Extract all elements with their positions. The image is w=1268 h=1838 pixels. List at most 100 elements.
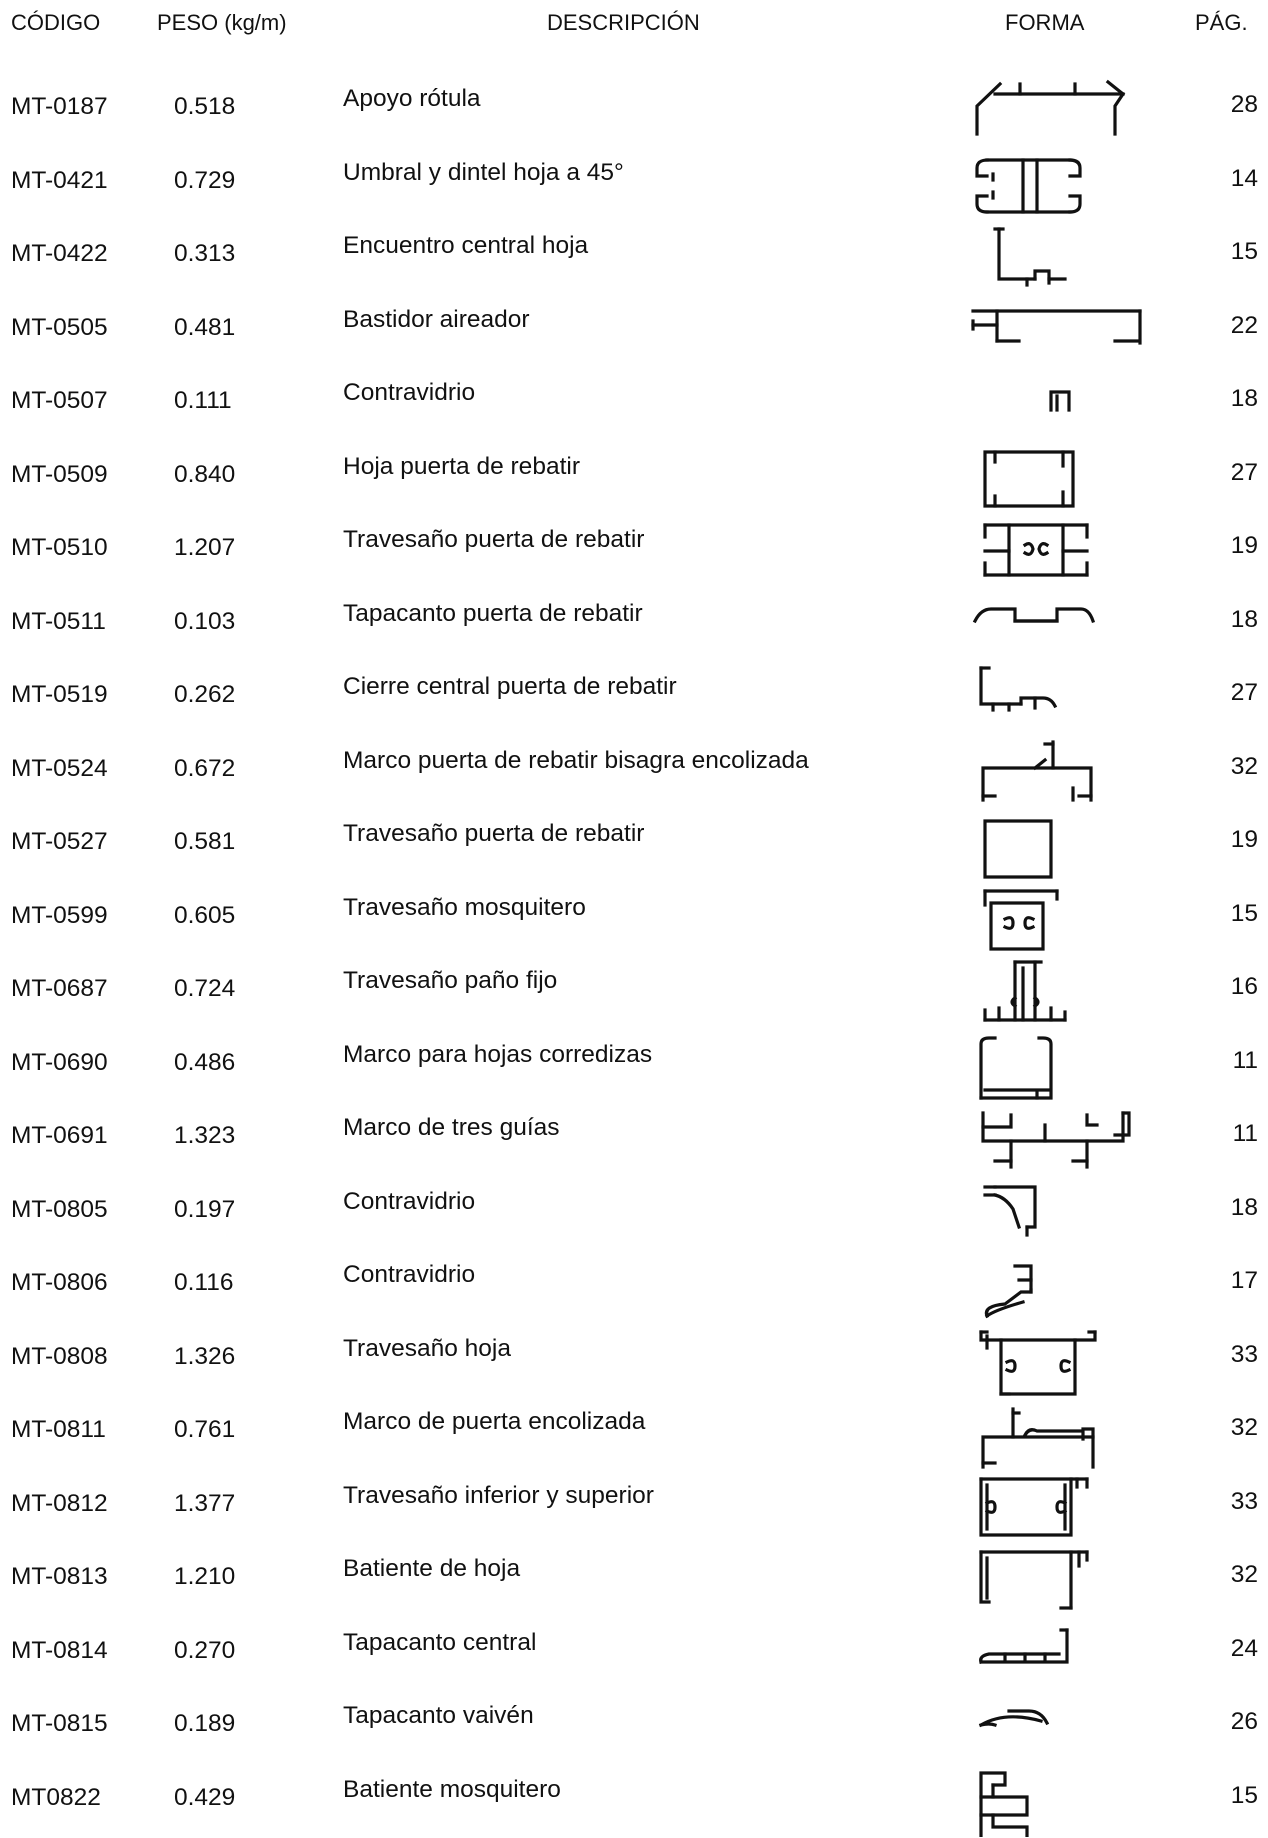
row-pagina: 27 <box>1230 679 1258 706</box>
table-row: MT-0527 0.581 Travesaño puerta de rebatir 1… <box>0 809 1268 882</box>
column-header-peso: PESO (kg/m) <box>157 10 287 35</box>
row-codigo: MT-0687 <box>11 975 108 1002</box>
row-codigo: MT-0510 <box>11 534 108 561</box>
marco-corredizas-profile-icon <box>965 1032 1165 1102</box>
row-codigo: MT-0507 <box>11 387 108 414</box>
row-peso: 1.207 <box>174 534 236 561</box>
row-descripcion: Tapacanto vaivén <box>343 1702 534 1729</box>
apoyo-rotula-profile-icon <box>965 76 1165 146</box>
row-descripcion: Batiente de hoja <box>343 1555 521 1582</box>
row-pagina: 18 <box>1230 605 1258 633</box>
row-descripcion: Marco de puerta encolizada <box>343 1408 646 1435</box>
row-peso: 0.605 <box>174 901 236 929</box>
column-header-codigo: CÓDIGO <box>11 10 101 35</box>
row-descripcion: Travesaño inferior y superior <box>343 1481 654 1509</box>
column-header-descripcion: DESCRIPCIÓN <box>547 10 700 35</box>
row-pagina: 18 <box>1230 1193 1258 1221</box>
row-descripcion: Contravidrio <box>343 1187 476 1215</box>
row-codigo: MT-0422 <box>11 240 108 267</box>
contravidrio-hook-profile-icon <box>965 1252 1165 1322</box>
row-pagina: 11 <box>1232 1046 1258 1074</box>
table-row: MT-0691 1.323 Marco de tres guías 11 <box>0 1103 1268 1176</box>
row-peso: 0.724 <box>174 975 236 1002</box>
row-codigo: MT-0509 <box>11 460 108 488</box>
table-row: MT-0505 0.481 Bastidor aireador 22 <box>0 295 1268 368</box>
row-peso: 0.103 <box>174 607 236 635</box>
row-descripcion: Cierre central puerta de rebatir <box>343 673 677 700</box>
column-header-pag: PÁG. <box>1195 10 1248 35</box>
row-descripcion: Travesaño puerta de rebatir <box>343 526 645 553</box>
row-pagina: 32 <box>1230 1561 1258 1588</box>
table-row: MT-0812 1.377 Travesaño inferior y superio… <box>0 1471 1268 1544</box>
tapacanto-puerta-profile-icon <box>965 591 1165 661</box>
row-pagina: 19 <box>1230 826 1258 853</box>
row-descripcion: Encuentro central hoja <box>343 232 589 259</box>
tapacanto-vaiven-profile-icon <box>965 1693 1165 1763</box>
row-pagina: 32 <box>1230 1414 1258 1441</box>
marco-puerta-bisagra-profile-icon <box>965 738 1165 808</box>
row-codigo: MT-0691 <box>11 1122 108 1149</box>
row-peso: 0.518 <box>174 93 236 120</box>
table-row: MT-0421 0.729 Umbral y dintel hoja a 45° 14 <box>0 148 1268 221</box>
row-peso: 0.581 <box>174 828 236 855</box>
tapacanto-central-profile-icon <box>965 1620 1165 1690</box>
table-row: MT-0524 0.672 Marco puerta de rebatir bisa… <box>0 736 1268 809</box>
row-peso: 1.377 <box>174 1489 236 1517</box>
table-row: MT-0808 1.326 Travesaño hoja 33 <box>0 1324 1268 1397</box>
row-pagina: 15 <box>1230 1781 1258 1809</box>
row-descripcion: Batiente mosquitero <box>343 1775 561 1803</box>
row-descripcion: Apoyo rótula <box>343 85 481 112</box>
batiente-hoja-profile-icon <box>965 1546 1165 1616</box>
row-codigo: MT0822 <box>11 1783 101 1811</box>
row-pagina: 11 <box>1232 1120 1258 1147</box>
row-peso: 0.262 <box>174 681 236 708</box>
hoja-puerta-profile-icon <box>965 444 1165 514</box>
table-row: MT-0813 1.210 Batiente de hoja 32 <box>0 1544 1268 1617</box>
row-codigo: MT-0814 <box>11 1636 108 1664</box>
row-descripcion: Umbral y dintel hoja a 45° <box>343 158 624 186</box>
row-peso: 0.840 <box>174 460 236 488</box>
row-pagina: 17 <box>1230 1267 1258 1294</box>
row-pagina: 33 <box>1230 1487 1258 1515</box>
row-descripcion: Travesaño paño fijo <box>343 967 558 994</box>
table-row: MT-0806 0.116 Contravidrio 17 <box>0 1250 1268 1323</box>
table-row: MT-0805 0.197 Contravidrio 18 <box>0 1177 1268 1250</box>
row-codigo: MT-0519 <box>11 681 108 708</box>
row-pagina: 15 <box>1230 899 1258 927</box>
row-pagina: 16 <box>1230 973 1258 1000</box>
table-row: MT-0507 0.111 Contravidrio 18 <box>0 368 1268 441</box>
row-codigo: MT-0813 <box>11 1563 108 1590</box>
table-row: MT-0814 0.270 Tapacanto central 24 <box>0 1618 1268 1691</box>
row-descripcion: Travesaño puerta de rebatir <box>343 820 645 847</box>
row-codigo: MT-0690 <box>11 1048 108 1076</box>
row-descripcion: Hoja puerta de rebatir <box>343 452 580 480</box>
row-codigo: MT-0599 <box>11 901 108 929</box>
row-peso: 1.326 <box>174 1342 236 1370</box>
row-peso: 0.672 <box>174 754 236 782</box>
bastidor-aireador-profile-icon <box>965 297 1165 367</box>
row-peso: 0.189 <box>174 1710 236 1737</box>
travesano-puerta-box-profile-icon <box>965 811 1165 881</box>
travesano-inferior-superior-profile-icon <box>965 1473 1165 1543</box>
table-row: MT-0187 0.518 Apoyo rótula 28 <box>0 74 1268 147</box>
batiente-mosquitero-profile-icon <box>965 1767 1165 1837</box>
row-descripcion: Tapacanto puerta de rebatir <box>343 599 643 627</box>
row-codigo: MT-0808 <box>11 1342 108 1370</box>
column-header-forma: FORMA <box>1005 10 1085 35</box>
cierre-central-profile-icon <box>965 664 1165 734</box>
table-row: MT-0690 0.486 Marco para hojas corredizas 1… <box>0 1030 1268 1103</box>
row-pagina: 18 <box>1230 385 1258 412</box>
travesano-pano-fijo-profile-icon <box>965 958 1165 1028</box>
row-pagina: 22 <box>1230 311 1258 339</box>
row-peso: 0.729 <box>174 166 236 194</box>
marco-puerta-encolizada-profile-icon <box>965 1399 1165 1469</box>
row-peso: 0.486 <box>174 1048 236 1076</box>
row-pagina: 19 <box>1230 532 1258 559</box>
row-peso: 0.481 <box>174 313 236 341</box>
table-row: MT-0815 0.189 Tapacanto vaivén 26 <box>0 1691 1268 1764</box>
umbral-dintel-profile-icon <box>965 150 1165 220</box>
row-peso: 0.313 <box>174 240 236 267</box>
row-peso: 0.197 <box>174 1195 236 1223</box>
table-row: MT-0811 0.761 Marco de puerta encolizada 32 <box>0 1397 1268 1470</box>
